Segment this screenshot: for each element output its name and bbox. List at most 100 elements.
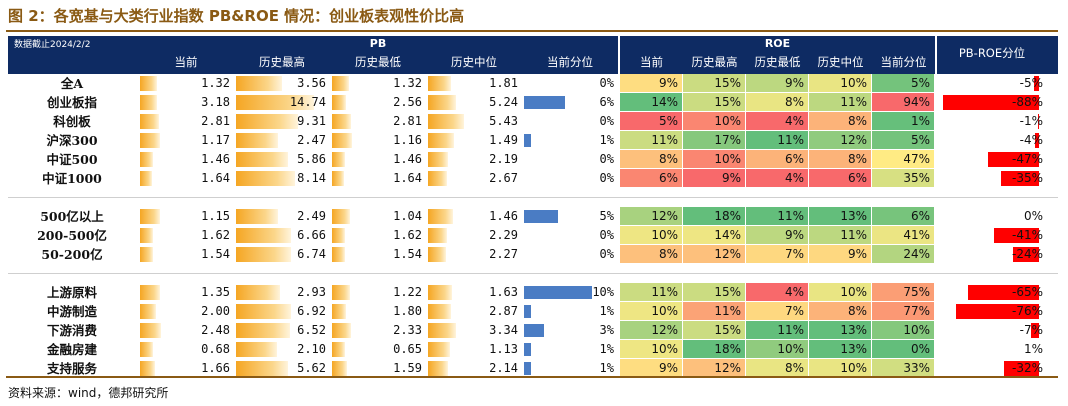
pb-value: 6% — [599, 95, 614, 109]
pb-value: 6.74 — [297, 247, 326, 261]
spread-cell: 0% — [937, 207, 1047, 226]
roe-cell: 77% — [872, 302, 934, 320]
roe-cell: 7% — [746, 245, 808, 263]
roe-cell: 33% — [872, 359, 934, 377]
roe-cell: 10% — [620, 340, 682, 358]
roe-cell: 13% — [809, 321, 871, 339]
pb-value: 1% — [599, 304, 614, 318]
pb-bar — [140, 361, 156, 376]
roe-col-header: 历史最高 — [691, 55, 738, 69]
roe-cell: 9% — [746, 226, 808, 244]
roe-value: 13% — [840, 342, 867, 356]
pb-cell: 2.49 — [234, 207, 330, 226]
roe-cell: 11% — [746, 207, 808, 225]
roe-value: 17% — [714, 133, 741, 147]
pb-bar — [428, 361, 448, 376]
roe-value: 10% — [651, 304, 678, 318]
roe-cell: 9% — [746, 74, 808, 92]
roe-value: 77% — [903, 304, 930, 318]
figure-title: 图 2：各宽基与大类行业指数 PB&ROE 情况：创业板表观性价比高 — [8, 7, 465, 25]
roe-cell: 5% — [872, 131, 934, 149]
pb-bar — [332, 133, 352, 148]
roe-cell: 10% — [620, 302, 682, 320]
table-row: 中证1000 1.64 8.14 1.64 2.67 0% 6% 9% 4% 6% 35% -35% — [8, 169, 1058, 188]
pb-cell: 1.17 — [138, 131, 234, 150]
roe-value: 9% — [784, 76, 804, 90]
roe-value: 11% — [714, 304, 741, 318]
row-label: 500亿以上 — [40, 209, 104, 224]
pb-cell: 8.14 — [234, 169, 330, 188]
pb-bar — [332, 95, 346, 110]
pb-cell: 3.18 — [138, 93, 234, 112]
spread-cell: -7% — [937, 321, 1047, 340]
roe-value: 18% — [714, 342, 741, 356]
pb-percentile-cell: 0% — [522, 74, 618, 93]
row-label: 上游原料 — [46, 285, 97, 300]
spread-value: -76% — [1011, 304, 1043, 318]
roe-value: 10% — [651, 342, 678, 356]
roe-value: 15% — [714, 76, 741, 90]
roe-value: 8% — [847, 304, 867, 318]
pb-value: 3% — [599, 323, 614, 337]
header-separator — [935, 36, 937, 74]
pb-bar — [332, 285, 351, 300]
header-separator — [618, 36, 620, 74]
pb-bar — [428, 152, 448, 167]
roe-col-header: 历史中位 — [817, 55, 864, 69]
pb-cell: 2.19 — [426, 150, 522, 169]
roe-col-header: 当前 — [640, 55, 663, 69]
pb-value: 1.46 — [393, 152, 422, 166]
pb-cell: 5.86 — [234, 150, 330, 169]
table-row: 500亿以上 1.15 2.49 1.04 1.46 5% 12% 18% 11% 13% 6% 0% — [8, 207, 1058, 226]
row-label: 中证1000 — [42, 171, 102, 186]
roe-cell: 15% — [683, 93, 745, 111]
pb-cell: 5.43 — [426, 112, 522, 131]
spread-cell: -5% — [937, 74, 1047, 93]
table-row: 上游原料 1.35 2.93 1.22 1.63 10% 11% 15% 4% 10% 75% -65… — [8, 283, 1058, 302]
pb-bar — [236, 95, 314, 110]
pb-bar — [236, 76, 282, 91]
pb-cell: 1.62 — [138, 226, 234, 245]
roe-value: 6% — [784, 152, 804, 166]
pb-value: 1.54 — [201, 247, 230, 261]
pb-value: 1.46 — [201, 152, 230, 166]
pb-value: 1.32 — [201, 76, 230, 90]
title-rule — [6, 30, 1058, 32]
pb-value: 0% — [599, 247, 614, 261]
roe-value: 8% — [847, 114, 867, 128]
pb-cell: 1.46 — [138, 150, 234, 169]
roe-value: 35% — [903, 171, 930, 185]
roe-value: 5% — [910, 133, 930, 147]
pb-percentile-bar — [524, 134, 531, 147]
roe-cell: 8% — [746, 93, 808, 111]
pb-bar — [428, 342, 451, 357]
row-label: 科创板 — [53, 114, 91, 129]
roe-cell: 15% — [683, 321, 745, 339]
pb-bar — [428, 114, 465, 129]
spread-bar — [943, 95, 1039, 110]
roe-value: 10% — [651, 228, 678, 242]
spread-value: -7% — [1019, 323, 1043, 337]
pb-value: 1.35 — [201, 285, 230, 299]
pb-cell: 1.46 — [426, 207, 522, 226]
pb-cell: 6.92 — [234, 302, 330, 321]
roe-value: 6% — [658, 171, 678, 185]
roe-cell: 10% — [809, 74, 871, 92]
roe-cell: 13% — [809, 207, 871, 225]
spread-value: -1% — [1019, 114, 1043, 128]
pb-bar — [236, 304, 292, 319]
pb-value: 0% — [599, 114, 614, 128]
pb-value: 1.16 — [393, 133, 422, 147]
row-label: 创业板指 — [46, 95, 97, 110]
roe-value: 5% — [910, 76, 930, 90]
pb-value: 1.66 — [201, 361, 230, 375]
spread-value: -41% — [1011, 228, 1043, 242]
pb-bar — [428, 209, 453, 224]
pb-percentile-cell: 0% — [522, 169, 618, 188]
row-label: 全A — [60, 76, 84, 91]
pb-percentile-cell: 10% — [522, 283, 618, 302]
pb-value: 2.19 — [489, 152, 518, 166]
pb-value: 5.86 — [297, 152, 326, 166]
pb-cell: 1.16 — [330, 131, 426, 150]
roe-value: 11% — [777, 133, 804, 147]
